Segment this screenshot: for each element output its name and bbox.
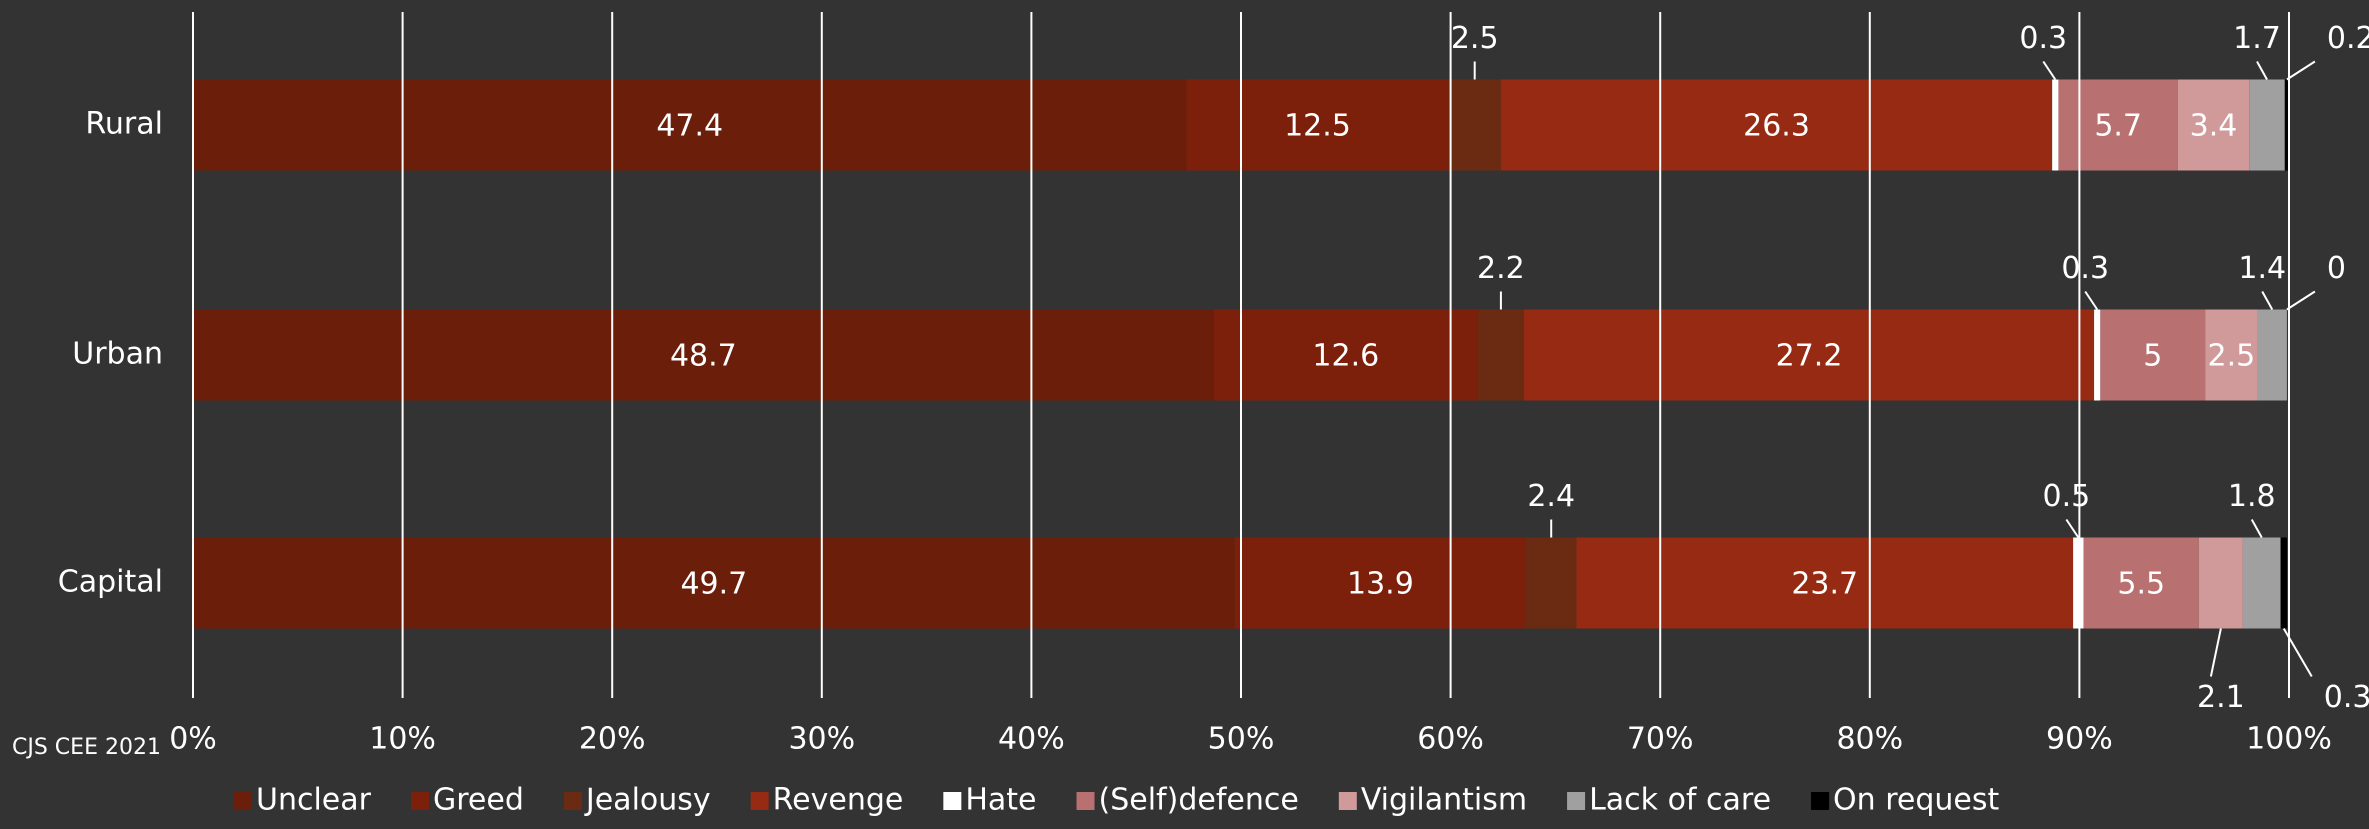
data-label: 5	[2143, 339, 2162, 374]
data-label: 1.7	[2233, 21, 2281, 56]
bar-segment	[1477, 309, 1524, 401]
leader-line	[2250, 519, 2263, 538]
data-label: 2.1	[2197, 680, 2245, 715]
x-tick-label: 60%	[1417, 722, 1484, 757]
bar-segment	[1213, 309, 1478, 401]
leader-line	[2256, 61, 2268, 80]
legend-label: On request	[1833, 783, 1999, 818]
bar-segment	[2257, 309, 2287, 401]
leader-line	[2042, 60, 2057, 81]
bar-segment	[2242, 537, 2281, 629]
bar-segment	[2073, 537, 2084, 629]
legend-swatch	[563, 792, 582, 810]
bar-segment	[2083, 537, 2199, 629]
legend-swatch	[234, 792, 252, 810]
legend-label: Lack of care	[1589, 783, 1771, 818]
leader-line	[2286, 290, 2316, 311]
bar-segment	[2177, 79, 2250, 171]
legend-label: Unclear	[256, 783, 372, 818]
data-label: 0.3	[2324, 680, 2369, 715]
data-label: 0.2	[2327, 21, 2369, 56]
data-label: 0.3	[2061, 251, 2109, 286]
bar-segment	[2058, 79, 2178, 171]
data-label: 48.7	[670, 339, 737, 374]
category-label: Urban	[72, 337, 163, 372]
legend-swatch	[943, 792, 962, 810]
legend-label: Vigilantism	[1361, 783, 1527, 818]
bar-segment	[1500, 79, 2053, 171]
data-label: 5.5	[2117, 567, 2165, 602]
bar-segment	[2205, 309, 2258, 401]
bar-segment	[2100, 309, 2206, 401]
bar-segment	[2198, 537, 2243, 629]
data-label: 12.6	[1312, 339, 1379, 374]
x-tick-label: 90%	[2046, 722, 2113, 757]
legend-swatch	[1567, 792, 1586, 810]
data-label: 1.8	[2228, 479, 2276, 514]
bar-segment	[1448, 79, 1501, 171]
legend-label: Hate	[965, 783, 1036, 818]
x-tick-label: 70%	[1627, 722, 1694, 757]
bar-segment	[1234, 537, 1527, 629]
bar-segment	[2052, 79, 2059, 171]
bar-segment	[193, 79, 1187, 171]
bar-segment	[2249, 79, 2285, 171]
x-tick-label: 80%	[1836, 722, 1903, 757]
bar-segment	[2094, 309, 2101, 401]
bar-segment	[2280, 537, 2287, 629]
legend-swatch	[1811, 792, 1830, 810]
data-label: 0	[2327, 251, 2346, 286]
data-label: 1.4	[2238, 251, 2286, 286]
legend-swatch	[1338, 792, 1357, 810]
leader-line	[2209, 628, 2222, 677]
legend-swatch	[750, 792, 769, 810]
x-tick-label: 0%	[169, 722, 217, 757]
legend-swatch	[410, 792, 429, 810]
data-label: 12.5	[1284, 109, 1351, 144]
data-label: 13.9	[1347, 567, 1414, 602]
legend-label: Greed	[433, 783, 524, 818]
bar-segment	[1186, 79, 1449, 171]
data-label: 26.3	[1743, 109, 1810, 144]
category-label: Rural	[85, 107, 163, 142]
leader-line	[2286, 60, 2316, 81]
data-label: 2.5	[1451, 21, 1499, 56]
data-label: 2.2	[1477, 251, 1525, 286]
x-tick-label: 40%	[998, 722, 1065, 757]
leader-line	[2084, 290, 2099, 311]
legend-label: Revenge	[773, 783, 904, 818]
data-label: 2.4	[1527, 479, 1575, 514]
bar-segment	[1526, 537, 1577, 629]
data-label: 0.5	[2042, 479, 2090, 514]
legend-label: Jealousy	[584, 783, 711, 818]
bar-segment	[193, 537, 1235, 629]
data-label: 27.2	[1776, 339, 1843, 374]
bar-segment	[193, 309, 1214, 401]
leader-line	[2065, 518, 2080, 539]
bar-segment	[1523, 309, 2095, 401]
data-label: 47.4	[656, 109, 723, 144]
data-label: 0.3	[2019, 21, 2067, 56]
leader-line	[2282, 627, 2313, 678]
data-label: 2.5	[2208, 339, 2256, 374]
category-label: Capital	[58, 565, 163, 600]
data-label: 5.7	[2094, 109, 2142, 144]
x-tick-label: 10%	[369, 722, 436, 757]
x-tick-label: 50%	[1208, 722, 1275, 757]
x-tick-label: 30%	[788, 722, 855, 757]
leader-line	[2261, 291, 2274, 310]
data-label: 49.7	[680, 567, 747, 602]
data-label: 3.4	[2190, 109, 2238, 144]
x-tick-label: 100%	[2246, 722, 2332, 757]
legend-swatch	[1076, 792, 1095, 810]
legend-label: (Self)defence	[1099, 783, 1299, 818]
data-label: 23.7	[1791, 567, 1858, 602]
x-tick-label: 20%	[579, 722, 646, 757]
source-note: CJS CEE 2021	[12, 735, 161, 760]
bar-segment	[2284, 79, 2289, 171]
bar-segment	[1576, 537, 2074, 629]
